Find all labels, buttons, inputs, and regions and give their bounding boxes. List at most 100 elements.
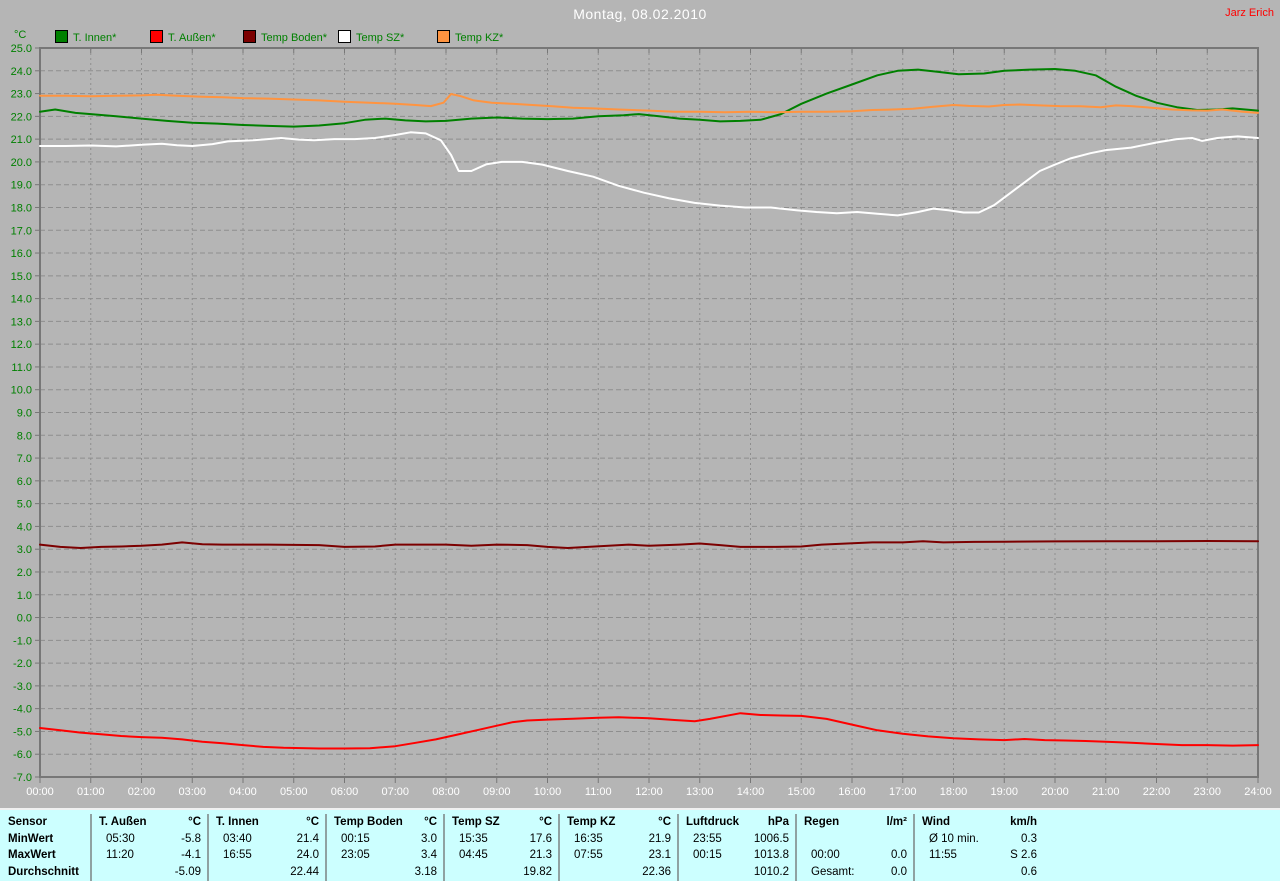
cell-time: 00:00 — [811, 849, 840, 861]
x-tick-label: 21:00 — [1092, 786, 1120, 798]
sensor-name: Regen — [804, 816, 840, 828]
y-tick-label: -3.0 — [13, 681, 32, 693]
y-tick-label: 0.0 — [17, 613, 32, 625]
x-tick-label: 22:00 — [1143, 786, 1171, 798]
x-tick-label: 02:00 — [128, 786, 156, 798]
x-tick-label: 11:00 — [585, 786, 612, 798]
x-tick-label: 07:00 — [381, 786, 409, 798]
sensor-name: Wind — [922, 816, 950, 828]
sensor-name: Temp Boden — [334, 816, 403, 828]
y-tick-label: -5.0 — [13, 726, 32, 738]
series-line-temp-kz — [39, 93, 1259, 114]
sensor-unit: °C — [188, 816, 201, 828]
cell-time: 05:30 — [106, 832, 135, 845]
y-tick-label: 7.0 — [17, 453, 32, 465]
legend-swatch-icon — [55, 30, 68, 43]
y-tick-label: 8.0 — [17, 430, 32, 442]
legend-swatch-icon — [338, 30, 351, 43]
x-tick-label: 03:00 — [178, 786, 206, 798]
cell-value: 24.0 — [296, 849, 319, 861]
table-col-regen: Regen l/m² 00:00 0.0 Gesamt: 0.0 — [795, 814, 913, 881]
cell-time — [915, 864, 981, 881]
cell-time: 16:55 — [223, 849, 252, 861]
y-tick-label: 19.0 — [11, 180, 32, 192]
series-line-temp-boden — [39, 540, 1259, 549]
sensor-name: T. Innen — [216, 816, 259, 828]
legend-swatch-icon — [437, 30, 450, 43]
y-tick-label: 22.0 — [11, 111, 32, 123]
cell-time: 04:45 — [459, 849, 488, 861]
table-col-luftdruck: Luftdruck hPa 23:55 1006.5 00:15 1013.8 1010.2 — [677, 814, 795, 881]
x-tick-label: 10:00 — [534, 786, 562, 798]
y-tick-label: 16.0 — [11, 248, 32, 260]
x-tick-label: 09:00 — [483, 786, 511, 798]
cell-value: -5.8 — [181, 832, 201, 845]
x-tick-label: 20:00 — [1041, 786, 1069, 798]
cell-time: 23:55 — [693, 832, 722, 845]
cell-value: 1010.2 — [753, 865, 789, 878]
x-tick-label: 14:00 — [737, 786, 765, 798]
table-row-label: MinWert — [8, 832, 54, 845]
y-tick-label: 4.0 — [17, 521, 32, 533]
y-tick-label: 21.0 — [11, 134, 32, 146]
series-line-temp-sz — [39, 131, 1259, 217]
y-tick-label: 17.0 — [11, 225, 32, 237]
sensor-unit: hPa — [767, 816, 789, 828]
y-tick-label: -7.0 — [13, 772, 32, 784]
sensor-name: Temp SZ — [452, 816, 500, 828]
cell-value: 23.1 — [648, 849, 671, 861]
y-tick-label: 10.0 — [11, 385, 32, 397]
sensor-unit: °C — [306, 816, 319, 828]
legend-label: Temp Boden* — [261, 32, 328, 44]
y-tick-label: -2.0 — [13, 658, 32, 670]
y-tick-label: 25.0 — [11, 43, 32, 55]
legend-swatch-icon — [150, 30, 163, 43]
x-tick-label: 18:00 — [940, 786, 968, 798]
cell-time: 23:05 — [341, 849, 370, 861]
cell-value: S 2.6 — [1010, 849, 1037, 861]
y-tick-label: -1.0 — [13, 635, 32, 647]
y-tick-label: 6.0 — [17, 476, 32, 488]
legend-swatch-icon — [243, 30, 256, 43]
cell-value: 3.18 — [414, 865, 437, 878]
x-tick-label: 00:00 — [26, 786, 54, 798]
owner-name: Jarz Erich — [1225, 7, 1274, 19]
table-row-labels-column: Sensor MinWert MaxWert Durchschnitt — [0, 814, 90, 881]
cell-value: -4.1 — [181, 849, 201, 861]
cell-value: 19.82 — [523, 865, 552, 878]
cell-value: 1006.5 — [753, 832, 789, 845]
series-line-t-innen — [39, 68, 1259, 128]
sensor-unit: °C — [424, 816, 437, 828]
legend-item-4: Temp SZ* — [338, 28, 404, 44]
table-row-label: MaxWert — [8, 849, 56, 861]
cell-time — [92, 864, 158, 881]
legend-label: T. Außen* — [168, 32, 216, 44]
cell-time — [327, 864, 393, 881]
table-row-label: Durchschnitt — [8, 865, 79, 878]
title-bar: Montag, 08.02.2010 Jarz Erich — [0, 0, 1280, 26]
cell-time: 07:55 — [574, 849, 603, 861]
sensor-unit: °C — [658, 816, 671, 828]
cell-time — [560, 864, 626, 881]
cell-time — [209, 864, 275, 881]
legend-label: Temp KZ* — [455, 32, 504, 44]
y-tick-label: 9.0 — [17, 408, 32, 420]
x-tick-label: 13:00 — [686, 786, 714, 798]
cell-value: 0.0 — [891, 865, 907, 878]
sensor-name: T. Außen — [99, 816, 147, 828]
y-tick-label: 3.0 — [17, 544, 32, 556]
y-tick-label: -6.0 — [13, 749, 32, 761]
legend-item-2: T. Außen* — [150, 28, 216, 44]
cell-time: 00:15 — [693, 849, 722, 861]
y-tick-label: 24.0 — [11, 66, 32, 78]
y-tick-label: 13.0 — [11, 316, 32, 328]
cell-time: 11:55 — [929, 849, 957, 861]
cell-time: 00:15 — [341, 832, 370, 845]
y-tick-label: 20.0 — [11, 157, 32, 169]
x-tick-label: 17:00 — [889, 786, 917, 798]
cell-value: 21.3 — [529, 849, 552, 861]
sensor-unit: km/h — [1010, 816, 1037, 828]
table-col-t-innen: T. Innen °C 03:40 21.4 16:55 24.0 22.44 — [207, 814, 325, 881]
cell-time — [797, 831, 863, 848]
cell-value: 17.6 — [529, 832, 552, 845]
